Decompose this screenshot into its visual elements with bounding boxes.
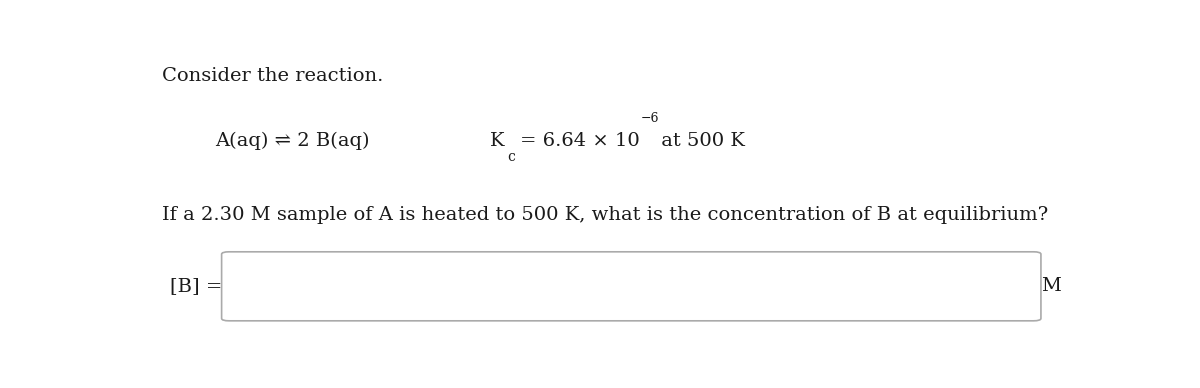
- Text: Consider the reaction.: Consider the reaction.: [162, 68, 384, 85]
- Text: −6: −6: [641, 112, 660, 125]
- Text: c: c: [508, 150, 515, 164]
- Text: If a 2.30 M sample of A is heated to 500 K, what is the concentration of B at eq: If a 2.30 M sample of A is heated to 500…: [162, 206, 1049, 224]
- Text: M: M: [1040, 277, 1061, 295]
- Text: K: K: [490, 132, 504, 150]
- Text: A(aq) ⇌ 2 B(aq): A(aq) ⇌ 2 B(aq): [215, 132, 370, 150]
- Text: at 500 K: at 500 K: [655, 132, 745, 150]
- Text: = 6.64 × 10: = 6.64 × 10: [520, 132, 640, 150]
- FancyBboxPatch shape: [222, 252, 1040, 321]
- Text: [B] =: [B] =: [170, 277, 222, 295]
